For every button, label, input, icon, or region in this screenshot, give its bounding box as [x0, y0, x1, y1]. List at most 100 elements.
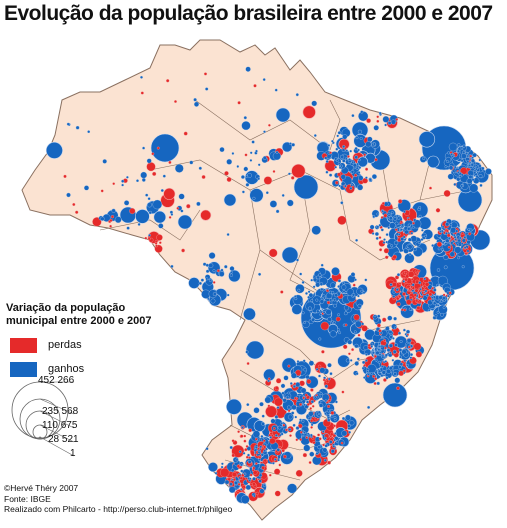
- gain-bubble: [231, 152, 235, 155]
- gain-bubble: [466, 240, 471, 245]
- gain-bubble: [283, 375, 289, 381]
- gain-bubble: [365, 353, 368, 356]
- loss-bubble: [376, 323, 381, 328]
- loss-bubble: [147, 237, 151, 241]
- gain-bubble: [363, 376, 366, 379]
- loss-bubble: [302, 452, 308, 458]
- gain-bubble: [160, 188, 164, 193]
- gain-bubble: [443, 265, 448, 270]
- loss-bubble: [383, 213, 388, 218]
- gain-bubble: [277, 458, 280, 462]
- loss-bubble: [278, 446, 282, 449]
- gain-bubble: [208, 462, 218, 472]
- gain-bubble: [126, 175, 129, 179]
- loss-bubble: [381, 201, 385, 206]
- gain-bubble: [239, 488, 243, 491]
- loss-bubble: [203, 72, 208, 76]
- loss-bubble: [252, 470, 258, 475]
- loss-bubble: [404, 281, 408, 285]
- gain-bubble: [295, 426, 300, 430]
- state-border-9: [239, 369, 351, 421]
- size-label-5: 1: [70, 448, 76, 459]
- gain-bubble: [474, 164, 478, 167]
- gain-bubble: [135, 209, 150, 224]
- loss-bubble: [299, 430, 303, 434]
- loss-bubble: [376, 119, 380, 123]
- gain-bubble: [305, 374, 310, 380]
- gain-bubble: [420, 238, 424, 241]
- gain-bubble: [224, 479, 230, 485]
- gain-bubble: [404, 229, 409, 235]
- gain-bubble: [324, 444, 328, 448]
- gain-bubble: [355, 238, 359, 242]
- loss-bubble: [403, 308, 407, 312]
- gain-bubble: [402, 235, 406, 239]
- loss-bubble: [216, 269, 220, 273]
- loss-bubble: [166, 79, 170, 83]
- gain-bubble: [337, 354, 351, 368]
- gain-bubble: [255, 149, 258, 153]
- gain-bubble: [148, 210, 152, 215]
- gain-bubble: [337, 285, 341, 288]
- loss-bubble: [353, 314, 360, 321]
- gain-bubble: [319, 367, 326, 374]
- gain-bubble: [258, 473, 263, 478]
- gain-bubble: [137, 222, 141, 226]
- loss-bubble: [352, 283, 356, 287]
- gain-bubble: [355, 372, 359, 376]
- gain-bubble: [178, 193, 185, 200]
- gain-bubble: [393, 240, 399, 246]
- gain-bubble: [308, 292, 314, 298]
- gain-bubble: [397, 233, 401, 236]
- loss-bubble: [289, 434, 292, 437]
- gain-bubble: [425, 293, 429, 297]
- gain-bubble: [456, 149, 461, 153]
- loss-bubble: [257, 447, 260, 451]
- loss-bubble: [403, 270, 408, 275]
- loss-bubble: [325, 379, 330, 384]
- gain-bubble: [245, 484, 251, 491]
- gain-bubble: [308, 411, 314, 417]
- gain-bubble: [141, 177, 146, 182]
- loss-bubble: [328, 399, 332, 402]
- gain-bubble: [193, 97, 197, 102]
- gain-bubble: [229, 482, 233, 486]
- gain-bubble: [461, 265, 465, 269]
- gain-bubble: [150, 133, 180, 163]
- gain-bubble: [247, 453, 250, 457]
- gain-bubble: [260, 434, 264, 439]
- gain-bubble: [403, 359, 407, 363]
- gain-bubble: [401, 349, 407, 355]
- loss-bubble: [267, 404, 271, 408]
- gain-bubble: [322, 447, 328, 453]
- gain-bubble: [205, 269, 210, 274]
- gain-bubble: [170, 213, 174, 216]
- loss-bubble: [156, 234, 163, 241]
- legend: Variação da população municipal entre 20…: [6, 302, 176, 380]
- loss-bubble: [154, 242, 158, 245]
- loss-bubble: [262, 439, 266, 443]
- loss-bubble: [374, 158, 378, 162]
- gain-bubble: [344, 184, 347, 188]
- gain-bubble: [328, 173, 333, 177]
- loss-bubble: [391, 282, 397, 287]
- gain-bubble: [375, 350, 380, 355]
- gain-bubble: [478, 174, 483, 179]
- gain-bubble: [418, 206, 422, 209]
- gain-bubble: [307, 295, 311, 299]
- gain-bubble: [205, 447, 209, 451]
- gain-bubble: [241, 426, 244, 429]
- loss-bubble: [232, 477, 236, 482]
- gain-bubble: [359, 137, 363, 140]
- gain-bubble: [300, 387, 307, 394]
- gain-bubble: [319, 299, 325, 304]
- gain-bubble: [252, 476, 256, 481]
- gain-bubble: [347, 158, 351, 161]
- loss-bubble: [363, 364, 366, 367]
- gain-bubble: [342, 145, 346, 149]
- loss-bubble: [109, 224, 112, 228]
- gain-bubble: [460, 159, 464, 163]
- gain-bubble: [259, 488, 265, 494]
- gain-bubble: [467, 228, 471, 231]
- gain-bubble: [205, 277, 209, 281]
